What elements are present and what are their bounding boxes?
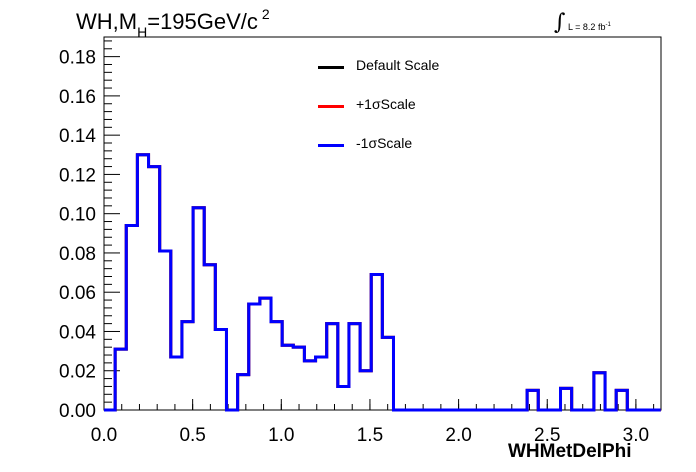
legend-label-minus1sigma: -1σScale <box>356 135 413 151</box>
y-tick-label: 0.04 <box>59 322 96 343</box>
y-tick-label: 0.00 <box>59 401 96 422</box>
legend-item-plus1sigma: +1σScale <box>318 95 478 115</box>
chart-title: WH,MH=195GeV/c 2 <box>76 6 270 40</box>
x-axis-title: WHMetDelPhi <box>508 441 632 462</box>
legend-item-minus1sigma: -1σScale <box>318 134 478 154</box>
x-tick-label: 2.0 <box>445 425 471 446</box>
legend-item-default: Default Scale <box>318 56 478 76</box>
plot-frame <box>103 36 662 411</box>
y-tick-label: 0.18 <box>59 48 96 69</box>
y-tick-label: 0.14 <box>59 126 96 147</box>
legend-swatch-minus1sigma <box>318 144 344 147</box>
axes: 0.00 0.02 0.04 0.06 0.08 0.10 0.12 0.14 0.16 0.18… <box>59 40 655 446</box>
x-tick-label: 0.0 <box>91 425 117 446</box>
legend-swatch-plus1sigma <box>318 105 344 108</box>
legend-label-default: Default Scale <box>356 57 440 73</box>
y-tick-label: 0.16 <box>59 87 96 108</box>
legend-swatch-default <box>318 66 344 69</box>
y-tick-label: 0.06 <box>59 283 96 304</box>
y-tick-label: 0.10 <box>59 205 96 226</box>
x-tick-label: 1.0 <box>268 425 294 446</box>
x-tick-label: 2.5 <box>534 425 560 446</box>
x-tick-label: 3.0 <box>623 425 649 446</box>
series-layer <box>104 153 661 412</box>
integral-symbol: ∫ <box>554 10 566 35</box>
y-tick-label: 0.12 <box>59 165 96 186</box>
y-tick-label: 0.02 <box>59 362 96 383</box>
x-tick-label: 1.5 <box>357 425 383 446</box>
series-line-2 <box>104 153 661 412</box>
legend-label-plus1sigma: +1σScale <box>356 96 416 112</box>
x-tick-label: 0.5 <box>179 425 205 446</box>
y-tick-label: 0.08 <box>59 244 96 265</box>
